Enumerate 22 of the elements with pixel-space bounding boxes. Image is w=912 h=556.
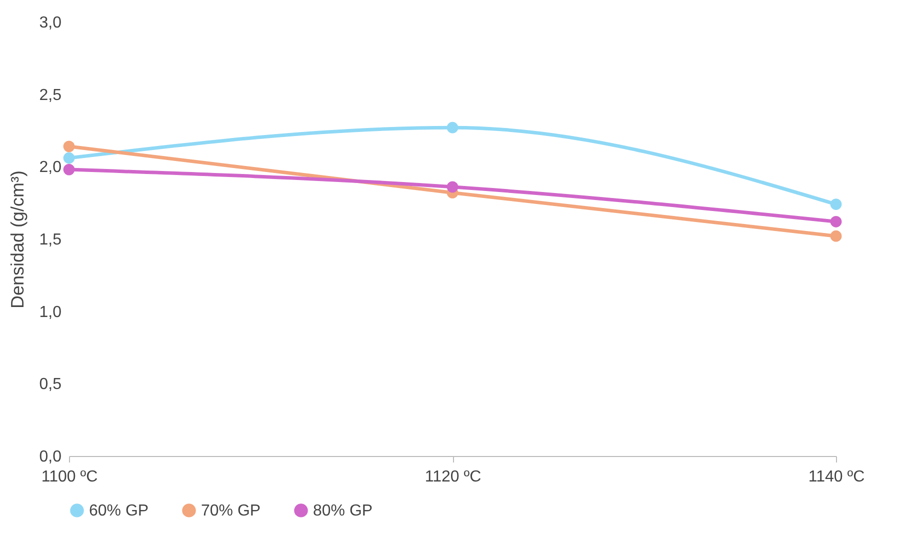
y-axis-title: Densidad (g/cm³) <box>7 170 28 309</box>
legend-label: 80% GP <box>313 502 373 520</box>
y-tick-label: 3,0 <box>39 14 62 32</box>
point <box>63 164 75 176</box>
legend-label: 60% GP <box>89 502 149 520</box>
x-tick-label: 1140 ºC <box>808 468 865 486</box>
legend-label: 70% GP <box>201 502 261 520</box>
point <box>446 181 458 193</box>
x-tick-label: 1100 ºC <box>41 468 98 486</box>
y-tick-label: 2,5 <box>39 86 62 104</box>
y-tick-label: 1,0 <box>39 304 62 321</box>
point <box>446 122 458 134</box>
point <box>830 198 842 210</box>
point <box>830 216 842 228</box>
x-tick-label: 1120 ºC <box>424 468 482 486</box>
y-tick-label: 1,5 <box>39 232 62 248</box>
point <box>63 140 75 152</box>
point <box>63 152 75 164</box>
y-tick-label: 0,5 <box>39 376 62 394</box>
point <box>830 230 842 242</box>
y-tick-label: 2,0 <box>39 159 62 176</box>
y-tick-label: 0,0 <box>39 448 62 466</box>
